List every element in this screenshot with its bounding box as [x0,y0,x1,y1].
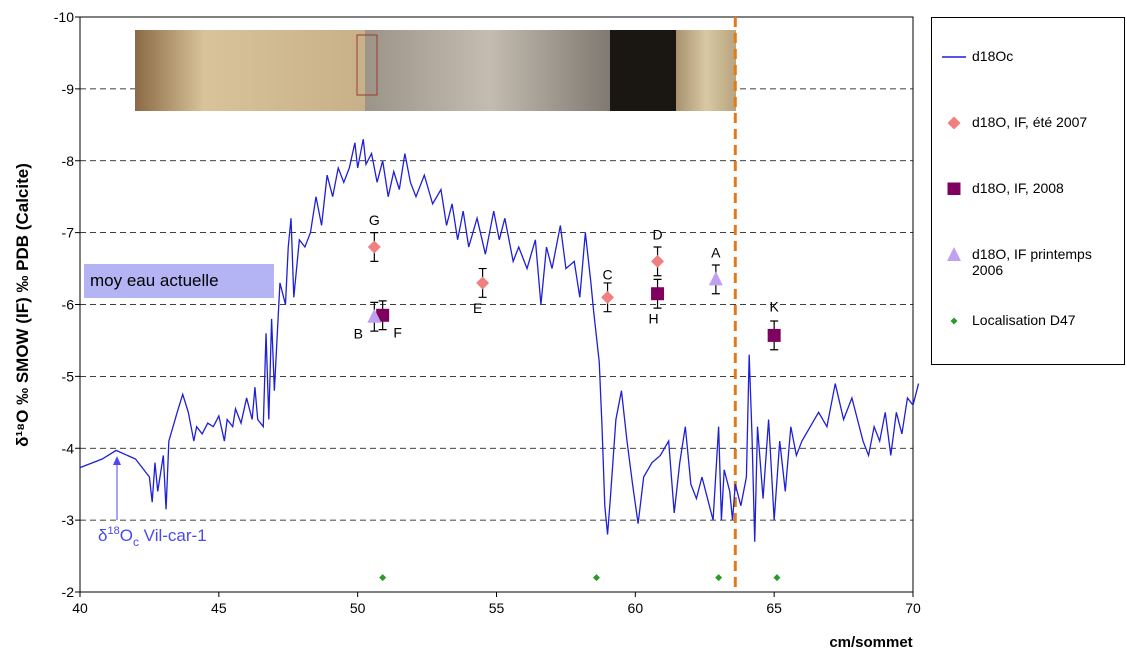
point [592,574,600,582]
y-tick-label: -4 [62,440,75,456]
y-tick-label: -3 [62,512,75,528]
text-part: 18 [107,525,119,537]
annotation-box-text: moy eau actuelle [90,271,219,290]
x-tick-label: 70 [905,600,921,616]
chart: -10 -9 -8 -7 -6 -5 -4 -3 -240 45 50 55 60 65 70 moy ea… [13,9,921,651]
point-label: B [354,326,363,342]
legend-item: d18Oc [940,48,1122,64]
point [601,290,615,304]
legend-swatch [947,116,961,129]
point-label: E [473,300,482,316]
point [367,308,382,323]
text-part: O [120,526,133,545]
x-tick-label: 45 [211,600,227,616]
legend-swatch [950,317,958,325]
x-axis-label: cm/sommet [829,634,912,651]
photo [135,30,736,111]
text-part: Vil-car-1 [139,526,207,545]
legend-label: d18O, IF, 2008 [972,180,1064,196]
y-tick-label: -10 [54,9,74,25]
legend-swatch [947,247,961,261]
point-label: K [769,298,779,314]
legend-item: d18O, IF, 2008 [940,180,1122,196]
legend-label: d18O, IF printemps 2006 [972,246,1092,278]
y-axis-label: δ¹⁸O ‰ SMOW (IF) ‰ PDB (Calcite) [13,163,32,447]
point [651,254,665,268]
point [708,271,723,286]
legend-item: Localisation D47 [940,312,1122,328]
x-tick-label: 55 [489,600,505,616]
point [947,182,961,195]
legend-item: d18O, IF, été 2007 [940,114,1122,130]
x-tick-label: 65 [766,600,782,616]
point-label: F [393,324,402,340]
point-label: H [648,311,658,327]
point-label: D [652,226,662,242]
point [950,317,958,325]
point [947,116,961,129]
legend-swatch [942,56,966,58]
text-part: c [133,535,139,549]
point [947,247,961,261]
legend-item: d18O, IF printemps 2006 [940,246,1122,278]
annotation-arrow-text: δ18Oc Vil-car-1 [98,525,207,549]
point [476,276,490,290]
x-tick-label: 40 [72,600,88,616]
point [767,328,781,342]
point-label: G [369,212,380,228]
y-tick-label: -7 [62,225,75,241]
legend-label: Localisation D47 [972,312,1076,328]
y-tick-label: -5 [62,368,75,384]
point-label: A [711,244,721,260]
point [651,287,665,301]
point [376,308,390,322]
y-tick-label: -6 [62,297,75,313]
legend-label: d18Oc [972,48,1014,64]
legend-swatch [947,182,961,195]
point [379,574,387,582]
x-tick-label: 60 [628,600,644,616]
x-tick-label: 50 [350,600,366,616]
y-tick-label: -8 [62,153,75,169]
text-part: δ [98,526,107,545]
point [715,574,723,582]
legend-label: d18O, IF, été 2007 [972,114,1088,130]
annotation-box [84,264,274,298]
annotation-arrowhead [113,456,121,465]
data-line [79,139,920,542]
point [367,240,381,254]
point-label: C [603,266,613,282]
y-tick-label: -2 [62,584,75,600]
y-tick-label: -9 [62,81,75,97]
point [773,574,781,582]
legend: d18Oc d18O, IF, été 2007 d18O, IF, 2008 d18… [931,17,1125,365]
